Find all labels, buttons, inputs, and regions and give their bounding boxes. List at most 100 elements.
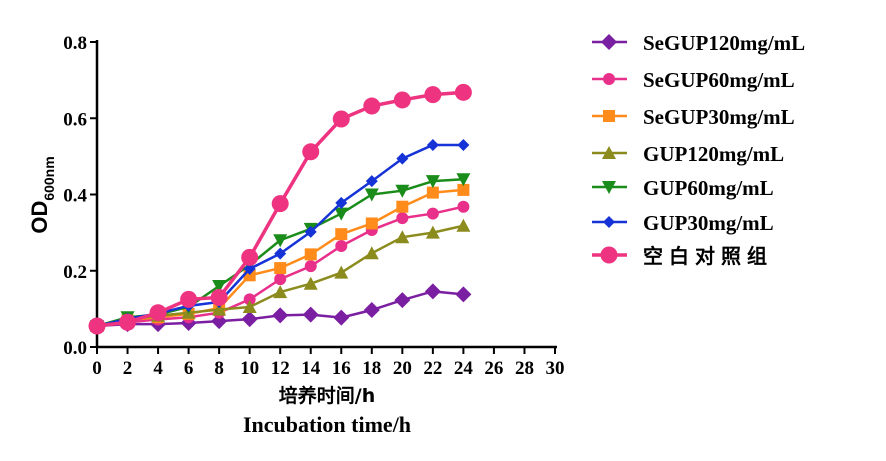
x-tick-label: 16 <box>332 358 351 379</box>
y-tick-label: 0.2 <box>63 262 87 283</box>
data-point <box>396 200 409 213</box>
x-tick-label: 30 <box>546 358 565 379</box>
x-tick-label: 8 <box>214 358 224 379</box>
data-point <box>363 302 380 319</box>
data-point <box>364 246 379 260</box>
legend-marker <box>603 110 615 122</box>
y-tick-label: 0.4 <box>63 186 87 207</box>
x-tick-label: 4 <box>153 358 163 379</box>
y-axis-label-sub: 600nm <box>41 156 57 200</box>
legend-label: GUP60mg/mL <box>643 176 774 200</box>
legend: SeGUP120mg/mL SeGUP60mg/mL SeGUP30mg/mL GUP… <box>592 31 805 268</box>
data-point <box>243 293 256 306</box>
legend-item: GUP60mg/mL <box>592 176 774 200</box>
legend-item: SeGUP120mg/mL <box>592 31 805 55</box>
y-tick-label: 0.8 <box>63 33 87 54</box>
x-tick-label: 12 <box>271 358 290 379</box>
data-point <box>274 273 287 286</box>
data-point <box>455 286 472 303</box>
x-axis-label-en: Incubation time/h <box>243 412 411 437</box>
data-point <box>302 306 319 323</box>
series-7 <box>88 83 472 335</box>
data-point <box>426 186 439 199</box>
legend-item: GUP30mg/mL <box>592 211 774 235</box>
data-point <box>425 225 440 239</box>
data-point <box>365 217 378 230</box>
data-point <box>88 317 106 335</box>
x-tick-label: 2 <box>123 358 133 379</box>
data-point <box>242 299 257 313</box>
x-tick-label: 14 <box>301 358 321 379</box>
data-point <box>304 225 317 238</box>
data-point <box>426 207 439 220</box>
series-layer <box>88 83 472 335</box>
data-point <box>457 138 470 151</box>
data-point <box>149 304 167 322</box>
legend-label: GUP30mg/mL <box>643 211 774 235</box>
data-point <box>212 280 227 293</box>
legend-item: SeGUP60mg/mL <box>592 68 795 92</box>
data-point <box>273 234 288 248</box>
data-point <box>273 285 288 299</box>
svg-text:OD600nm: OD600nm <box>27 156 57 233</box>
data-point <box>212 302 227 316</box>
data-point <box>396 152 409 165</box>
data-point <box>274 247 287 260</box>
data-point <box>394 292 411 309</box>
data-point <box>274 262 287 275</box>
data-point <box>393 91 411 109</box>
data-point <box>332 110 350 128</box>
legend-label: SeGUP30mg/mL <box>643 105 795 129</box>
data-point <box>335 196 348 209</box>
data-point <box>396 212 409 225</box>
legend-marker <box>601 34 617 50</box>
data-point <box>180 290 198 308</box>
data-point <box>333 309 350 326</box>
data-point <box>424 86 442 104</box>
legend-marker <box>603 216 615 228</box>
y-tick-label: 0.0 <box>63 338 87 359</box>
x-tick-label: 18 <box>362 358 381 379</box>
data-point <box>335 228 348 241</box>
data-point <box>304 248 317 261</box>
y-axis-ticks: 0.0 0.2 0.4 0.6 0.8 <box>63 33 97 359</box>
legend-item: GUP120mg/mL <box>592 142 784 166</box>
legend-marker <box>603 73 615 85</box>
x-tick-label: 6 <box>184 358 194 379</box>
data-point <box>424 283 441 300</box>
data-point <box>456 173 471 187</box>
legend-marker <box>602 181 616 194</box>
data-point <box>304 260 317 273</box>
legend-item: 空白对照组 <box>592 244 773 268</box>
legend-marker <box>600 246 618 264</box>
data-point <box>395 184 410 198</box>
data-point <box>210 288 228 306</box>
data-point <box>335 239 348 252</box>
x-tick-label: 0 <box>92 358 102 379</box>
data-point <box>395 230 410 244</box>
legend-item: SeGUP30mg/mL <box>592 105 795 129</box>
axes <box>95 40 557 349</box>
legend-label: 空白对照组 <box>643 244 773 268</box>
x-axis-ticks: 0 2 4 6 8 10 12 14 16 18 20 22 24 26 28 30 <box>92 347 565 379</box>
data-point <box>241 311 258 328</box>
data-point <box>271 195 289 213</box>
data-point <box>303 276 318 290</box>
data-point <box>241 248 259 266</box>
x-tick-label: 20 <box>393 358 412 379</box>
y-tick-label: 0.6 <box>63 109 87 130</box>
data-point <box>119 313 137 331</box>
legend-marker <box>602 146 616 159</box>
y-axis-label: OD600nm <box>27 156 57 233</box>
legend-label: SeGUP120mg/mL <box>643 31 805 55</box>
data-point <box>364 188 379 202</box>
data-point <box>457 200 470 213</box>
legend-label: GUP120mg/mL <box>643 142 784 166</box>
data-point <box>454 83 472 101</box>
data-point <box>302 143 320 161</box>
y-axis-label-main: OD <box>27 201 52 234</box>
x-tick-label: 26 <box>484 358 503 379</box>
x-tick-label: 24 <box>454 358 474 379</box>
x-tick-label: 28 <box>515 358 534 379</box>
data-point <box>456 218 471 232</box>
